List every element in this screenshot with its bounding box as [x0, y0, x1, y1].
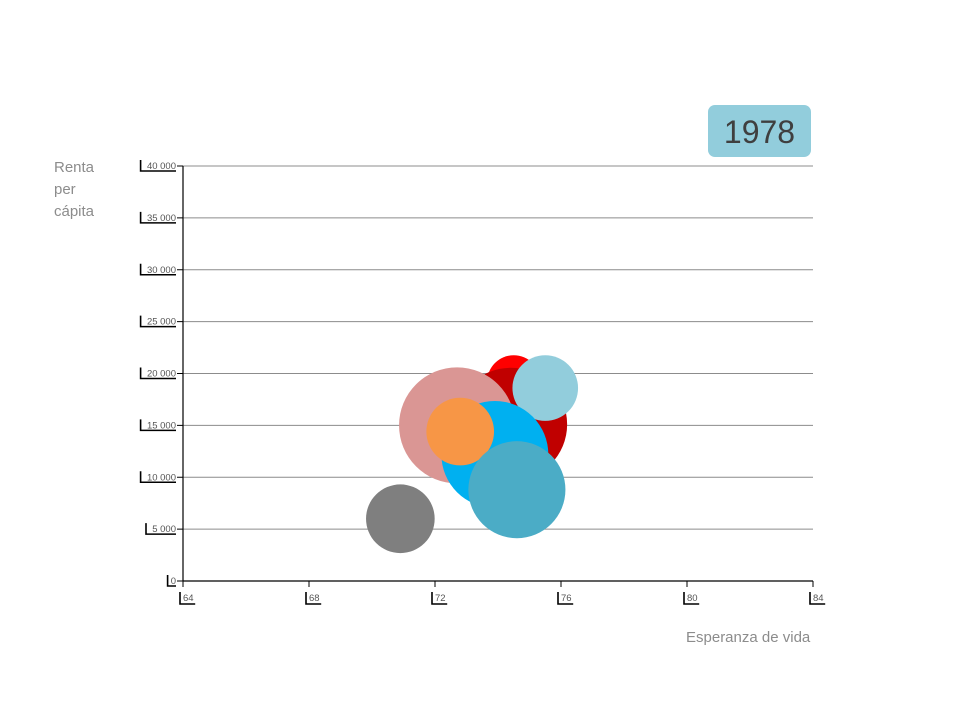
x-tick-label: 72 [435, 593, 446, 604]
y-tick-labels: 0 5 000 10 000 15 000 20 000 25 000 30 000 35 0… [139, 160, 176, 587]
bubble [512, 355, 579, 421]
axes [177, 165, 814, 587]
y-tick-label: 30 000 [147, 265, 176, 276]
x-tick-label: 64 [183, 593, 194, 604]
x-tick-label: 84 [813, 593, 824, 604]
y-tick-bracket [139, 160, 176, 172]
x-tick-bracket [683, 592, 700, 605]
y-axis-label-line-2: per [54, 181, 76, 198]
y-tick-label: 10 000 [147, 472, 176, 483]
y-tick-bracket [145, 523, 176, 535]
x-tick-label: 76 [561, 593, 572, 604]
y-tick-bracket [139, 211, 176, 224]
y-tick-bracket [166, 575, 176, 587]
y-tick-bracket [139, 471, 176, 484]
bubble [366, 484, 435, 554]
x-tick-bracket [557, 592, 574, 605]
bubble [468, 441, 566, 539]
y-tick-label: 5 000 [152, 524, 176, 535]
y-tick-label: 0 [171, 576, 176, 587]
x-axis-label: Esperanza de vida [686, 629, 811, 646]
bubble-series [366, 355, 579, 554]
y-tick-label: 25 000 [147, 317, 176, 328]
y-tick-label: 35 000 [147, 213, 176, 224]
x-tick-bracket [305, 592, 322, 605]
y-tick-bracket [139, 263, 176, 276]
x-tick-bracket [809, 592, 826, 605]
bubble [426, 397, 495, 466]
y-tick-bracket [139, 419, 176, 432]
x-tick-label: 80 [687, 593, 698, 604]
y-axis-label-line-3: cápita [54, 203, 95, 220]
y-axis-label-line-1: Renta [54, 159, 95, 176]
x-tick-bracket [431, 592, 448, 605]
x-tick-bracket [179, 592, 196, 605]
x-tick-labels: 64 68 72 76 80 84 [179, 592, 826, 605]
y-tick-bracket [139, 367, 176, 380]
y-tick-label: 20 000 [147, 369, 176, 380]
x-tick-label: 68 [309, 593, 320, 604]
year-badge: 1978 [708, 105, 811, 157]
y-tick-bracket [139, 315, 176, 328]
y-tick-label: 15 000 [147, 420, 176, 431]
y-tick-label: 40 000 [147, 161, 176, 172]
